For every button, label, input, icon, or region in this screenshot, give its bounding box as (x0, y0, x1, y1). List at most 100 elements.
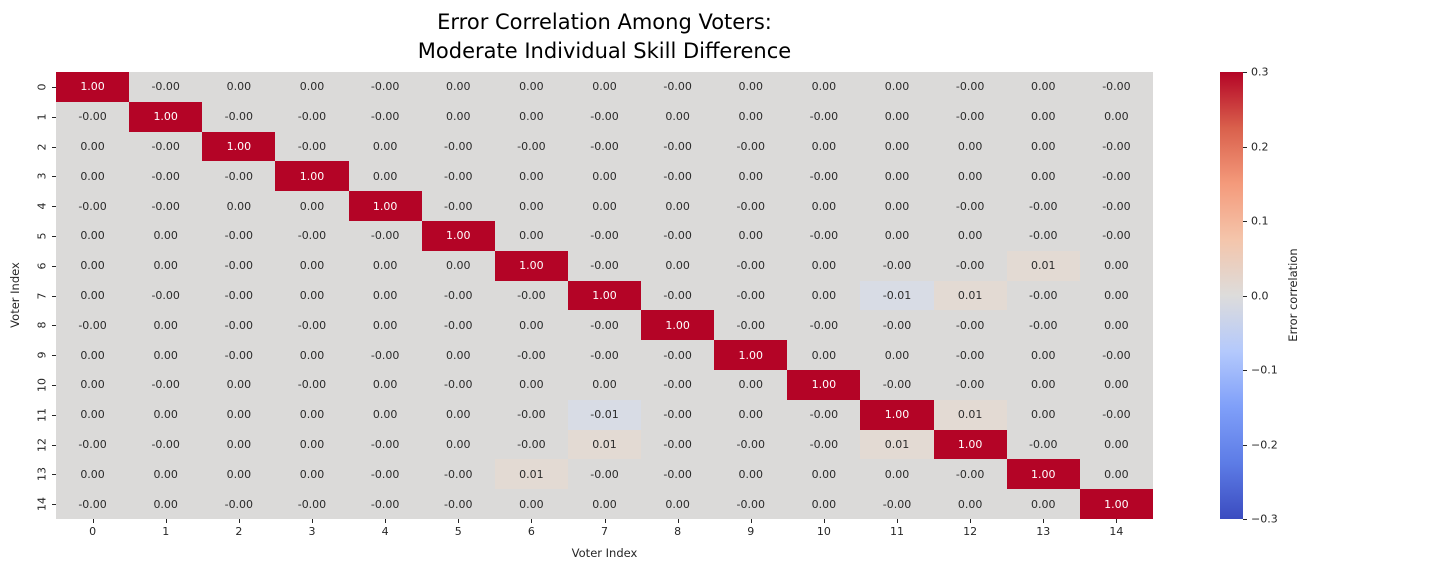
heatmap-cell: 0.00 (1079, 369, 1153, 400)
heatmap-cell: 0.00 (860, 340, 934, 370)
heatmap-cell: -0.00 (129, 429, 203, 460)
y-tick-label: 9 (35, 351, 49, 359)
heatmap-cell: 0.00 (933, 220, 1007, 251)
heatmap-cell: 1.00 (567, 280, 642, 311)
heatmap-cell: -0.00 (641, 429, 715, 460)
heatmap-cell: -0.00 (641, 340, 715, 370)
heatmap-cell: -0.01 (860, 280, 934, 311)
heatmap-cell: 0.00 (787, 131, 861, 162)
x-tick-label: 12 (963, 525, 978, 538)
heatmap-cell: -0.00 (933, 310, 1007, 341)
heatmap-cell: 1.00 (1006, 459, 1080, 490)
heatmap-cell: -0.00 (348, 429, 422, 460)
heatmap-cell: 0.01 (860, 429, 934, 460)
colorbar-tick-label: 0.3 (1251, 65, 1269, 79)
x-tick-mark (238, 519, 240, 523)
colorbar-tick-mark (1243, 444, 1247, 446)
heatmap-cell: 0.00 (129, 399, 203, 430)
heatmap-cell: 1.00 (933, 429, 1007, 460)
heatmap-cell: 0.00 (567, 72, 642, 102)
heatmap-cell: 1.00 (860, 399, 934, 430)
heatmap-cell: -0.00 (1079, 72, 1153, 102)
heatmap-cell: 0.00 (641, 191, 715, 221)
heatmap-cell: -0.00 (202, 101, 276, 132)
heatmap-cell: 0.00 (129, 340, 203, 370)
x-tick-mark (1043, 519, 1045, 523)
heatmap-cell: -0.00 (933, 72, 1007, 102)
heatmap-cell: -0.00 (641, 161, 715, 192)
heatmap-cell: -0.00 (275, 101, 349, 132)
heatmap-cell: 0.00 (1006, 399, 1080, 430)
colorbar-tick-label: −0.3 (1251, 512, 1278, 526)
heatmap-cell: 0.00 (275, 280, 349, 311)
heatmap-cell: 0.00 (421, 250, 495, 281)
y-tick-mark (52, 504, 56, 506)
heatmap-cell: -0.00 (714, 131, 788, 162)
heatmap-cell: 0.00 (348, 131, 422, 162)
y-tick-label: 12 (35, 437, 49, 452)
heatmap-cell: 1.00 (787, 369, 861, 400)
heatmap-cell: -0.00 (348, 489, 422, 519)
heatmap-cell: -0.00 (421, 369, 495, 400)
heatmap-cell: -0.00 (56, 310, 130, 341)
x-tick-label: 6 (527, 525, 535, 538)
heatmap-cell: 0.00 (567, 161, 642, 192)
heatmap-cell: 0.00 (421, 340, 495, 370)
heatmap-cell: 0.01 (933, 280, 1007, 311)
x-tick-mark (165, 519, 167, 523)
heatmap-cell: 0.00 (860, 220, 934, 251)
heatmap-cell: 1.00 (714, 340, 788, 370)
heatmap-cell: 0.00 (787, 280, 861, 311)
heatmap-cell: 0.00 (714, 399, 788, 430)
heatmap-cell: 1.00 (202, 131, 276, 162)
heatmap-cell: 0.00 (494, 72, 568, 102)
heatmap-cell: -0.00 (1006, 280, 1080, 311)
heatmap-cell: 0.00 (348, 399, 422, 430)
heatmap-cell: 0.00 (1079, 459, 1153, 490)
heatmap-cell: -0.00 (275, 310, 349, 341)
heatmap-cell: -0.00 (421, 310, 495, 341)
heatmap-cell: 0.00 (348, 250, 422, 281)
y-tick-mark (52, 384, 56, 386)
heatmap-cell: -0.00 (129, 369, 203, 400)
heatmap-cell: 0.00 (202, 459, 276, 490)
heatmap-cell: -0.00 (1079, 161, 1153, 192)
heatmap-cell: -0.00 (275, 369, 349, 400)
heatmap-cell: -0.00 (714, 191, 788, 221)
y-tick-label: 11 (35, 407, 49, 422)
heatmap-cell: -0.00 (348, 459, 422, 490)
heatmap-cell: -0.00 (494, 340, 568, 370)
y-tick-label: 10 (35, 377, 49, 392)
heatmap-cell: 0.00 (275, 340, 349, 370)
x-tick-mark (311, 519, 313, 523)
heatmap-cell: 0.00 (787, 459, 861, 490)
heatmap-cell: -0.00 (494, 131, 568, 162)
heatmap-cell: 0.00 (494, 101, 568, 132)
colorbar-tick-label: −0.1 (1251, 363, 1278, 377)
heatmap-cell: -0.00 (202, 220, 276, 251)
heatmap-cell: -0.00 (787, 429, 861, 460)
heatmap-cell: -0.00 (860, 310, 934, 341)
heatmap-cell: 0.00 (494, 161, 568, 192)
heatmap-cell: -0.00 (641, 131, 715, 162)
x-tick-mark (1116, 519, 1118, 523)
heatmap-cell: 0.00 (129, 250, 203, 281)
x-tick-label: 11 (890, 525, 905, 538)
heatmap-cell: 0.00 (714, 161, 788, 192)
heatmap-cell: 0.00 (714, 369, 788, 400)
heatmap-cell: 0.01 (933, 399, 1007, 430)
heatmap-cell: -0.00 (567, 310, 642, 341)
heatmap-cell: 0.00 (129, 459, 203, 490)
heatmap-cell: -0.00 (714, 310, 788, 341)
chart-title: Error Correlation Among Voters: Moderate… (56, 8, 1153, 66)
heatmap-cell: 0.00 (1079, 310, 1153, 341)
heatmap-cell: -0.00 (275, 489, 349, 519)
heatmap-cell: 0.00 (787, 340, 861, 370)
x-tick-label: 14 (1109, 525, 1124, 538)
heatmap-cell: 1.00 (494, 250, 568, 281)
x-tick-label: 4 (381, 525, 389, 538)
heatmap-cell: -0.00 (129, 131, 203, 162)
chart-title-line1: Error Correlation Among Voters: (437, 10, 772, 34)
heatmap-cell: 0.00 (202, 191, 276, 221)
y-tick-mark (52, 444, 56, 446)
